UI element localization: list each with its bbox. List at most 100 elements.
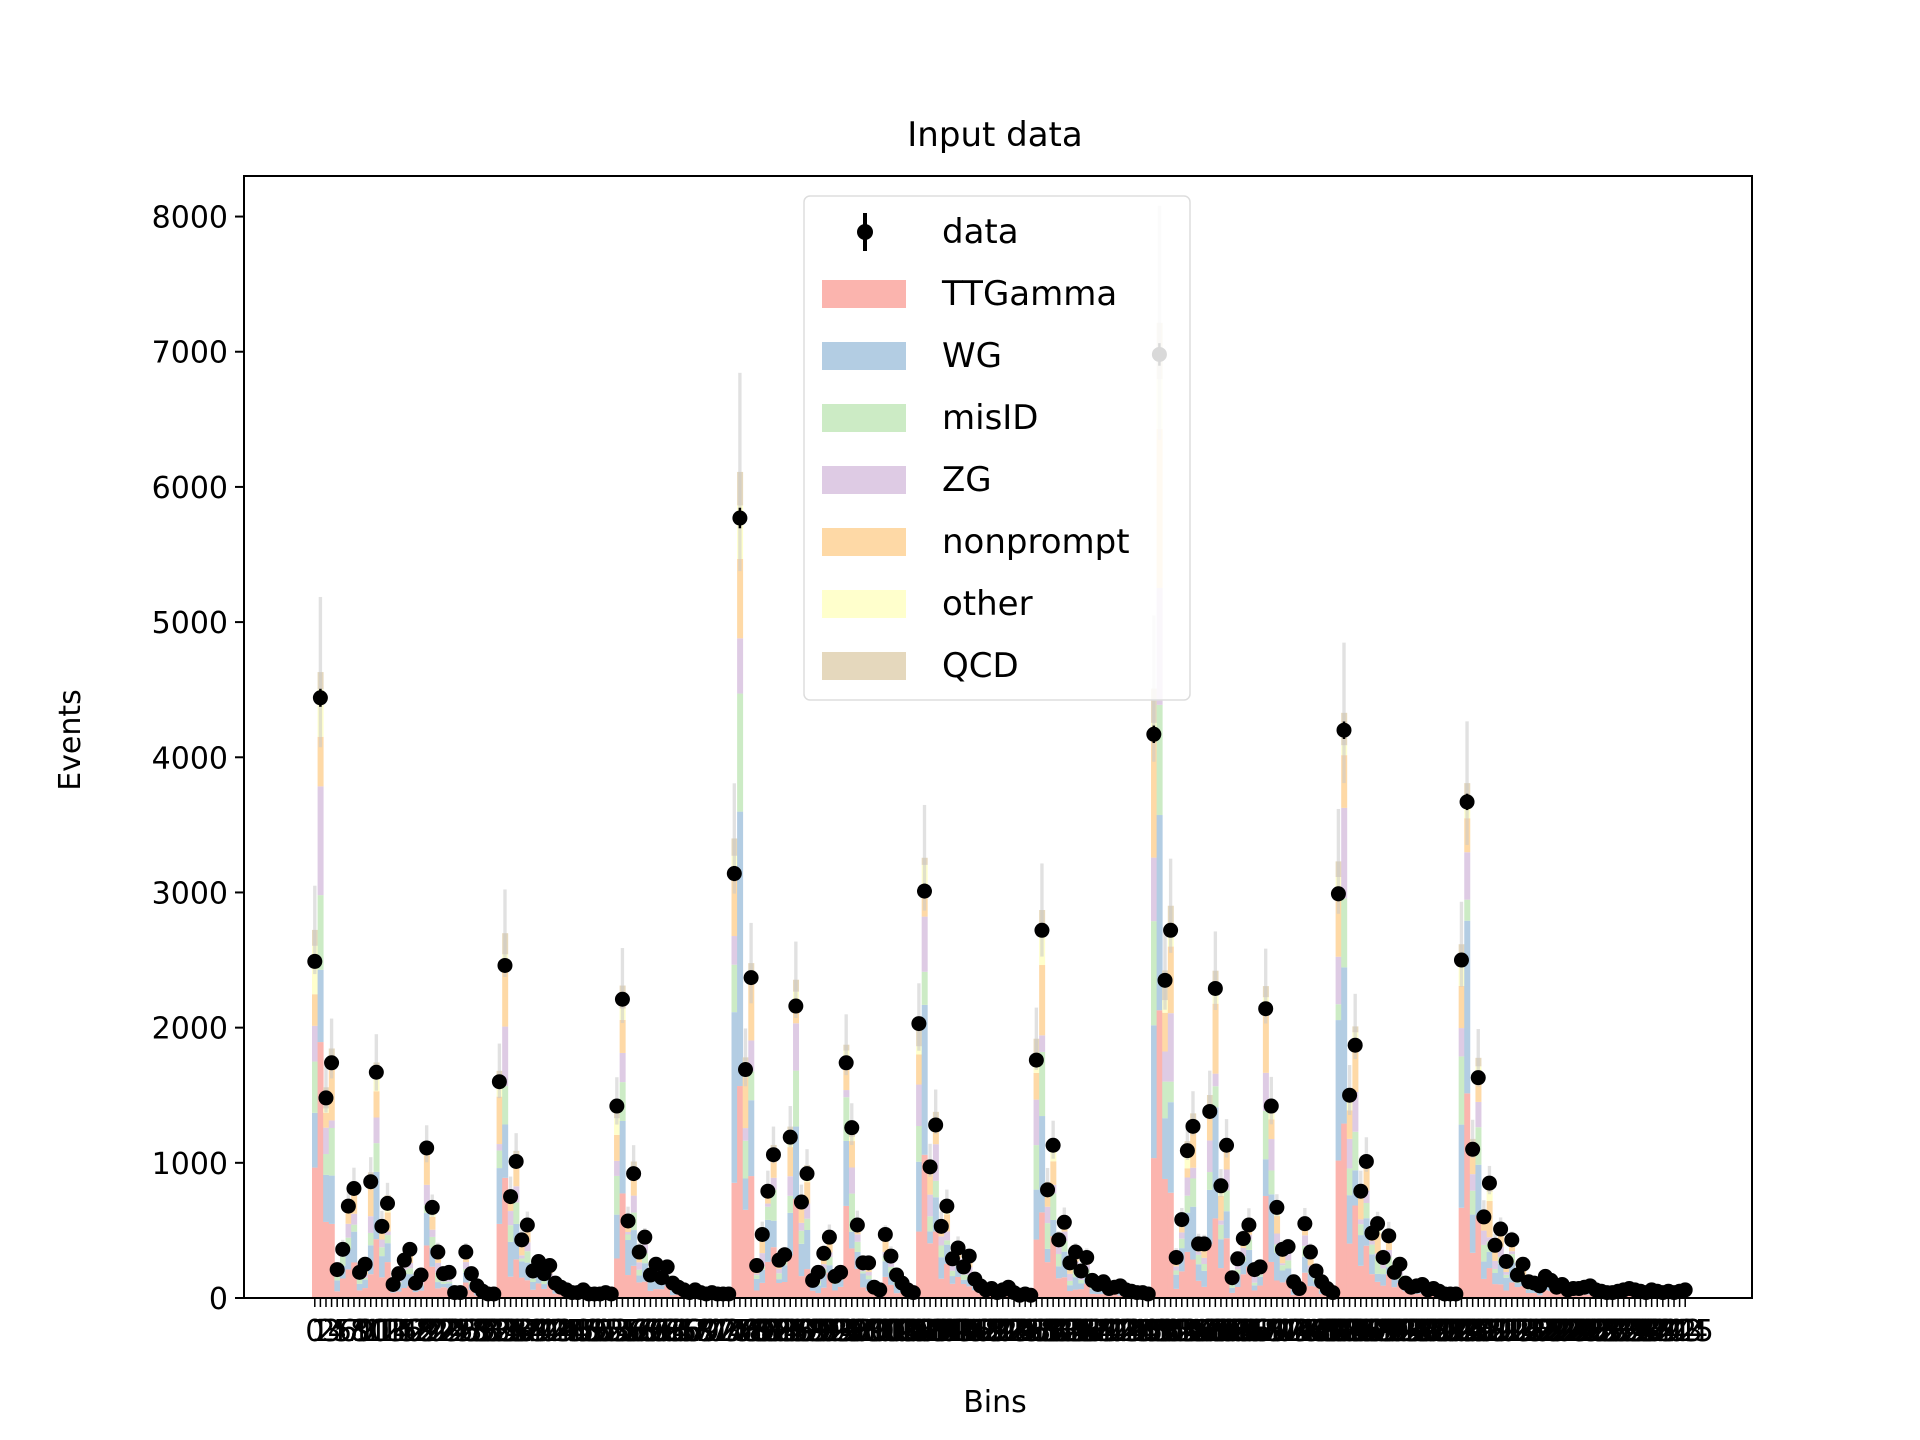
data-point-5 <box>335 1241 351 1257</box>
data-point-7 <box>346 1181 362 1196</box>
stack-bar-WG-136 <box>1072 1277 1079 1290</box>
x-tick-label-143: 143 <box>1086 1314 1143 1349</box>
legend-swatch-misID <box>822 404 906 432</box>
stack-bar-WG-0 <box>312 1112 318 1168</box>
stack-bar-WG-12 <box>379 1256 386 1278</box>
stack-bar-TTGamma-117 <box>966 1286 973 1298</box>
stack-bar-WG-132 <box>1050 1219 1057 1237</box>
data-point-80 <box>754 1226 770 1242</box>
stack-bar-TTGamma-98 <box>860 1287 867 1298</box>
stack-bar-WG-77 <box>742 1178 749 1210</box>
x-tick-label-190: 190 <box>1349 1314 1406 1349</box>
stack-bar-TTGamma-162 <box>1218 1268 1225 1298</box>
x-tick-label-111: 111 <box>907 1314 964 1349</box>
stack-bar-misID-111 <box>932 1180 939 1198</box>
data-point-57 <box>626 1166 642 1182</box>
data-point-77 <box>738 1062 753 1078</box>
stack-bar-ZG-187 <box>1357 1219 1364 1225</box>
stack-bar-ZG-112 <box>938 1236 945 1246</box>
stack-bar-TTGamma-112 <box>938 1278 945 1298</box>
stack-bar-misID-95 <box>843 1097 850 1141</box>
stack-bar-WG-178 <box>1307 1273 1314 1287</box>
stack-bar-TTGamma-184 <box>1341 1123 1348 1298</box>
data-point-150 <box>1146 726 1162 742</box>
stack-bar-ZG-13 <box>384 1231 391 1236</box>
stack-bar-TTGamma-160 <box>1206 1244 1213 1298</box>
uncertainty-bar-156 <box>1185 1122 1190 1160</box>
stack-bar-misID-5 <box>339 1256 346 1266</box>
data-point-194 <box>1392 1256 1408 1272</box>
stack-bar-ZG-171 <box>1268 1139 1275 1171</box>
x-tick-label-135: 135 <box>1041 1314 1098 1349</box>
data-point-94 <box>833 1264 849 1280</box>
stack-bar-misID-187 <box>1357 1224 1364 1236</box>
stack-bar-misID-188 <box>1363 1202 1370 1219</box>
y-tick-label-6000: 6000 <box>152 471 228 506</box>
stack-bar-TTGamma-104 <box>893 1293 900 1298</box>
stack-bar-WG-137 <box>1078 1283 1085 1290</box>
x-tick-label-6: 6 <box>339 1314 358 1349</box>
x-tick-label-48: 48 <box>564 1314 602 1349</box>
stack-bar-WG-163 <box>1223 1211 1230 1239</box>
x-tick-label-106: 106 <box>879 1314 936 1349</box>
stack-bar-TTGamma-217 <box>1525 1293 1532 1298</box>
stack-bar-ZG-21 <box>429 1229 436 1237</box>
stack-bar-nonprompt-10 <box>367 1185 374 1217</box>
stack-bar-misID-23 <box>440 1281 447 1284</box>
x-tick-label-221: 221 <box>1522 1314 1579 1349</box>
stack-bar-TTGamma-38 <box>524 1280 531 1298</box>
x-tick-label-35: 35 <box>491 1314 529 1349</box>
stack-bar-WG-109 <box>921 1004 928 1155</box>
stack-bar-TTGamma-84 <box>781 1282 788 1298</box>
stack-bar-WG-35 <box>507 1241 514 1277</box>
stack-bar-WG-170 <box>1262 1159 1269 1196</box>
stack-bar-misID-170 <box>1262 1110 1269 1160</box>
x-tick-label-45: 45 <box>547 1314 585 1349</box>
legend-label-nonprompt: nonprompt <box>942 522 1130 562</box>
stack-bar-WG-129 <box>1033 1189 1040 1240</box>
uncertainty-bar-75 <box>732 783 736 894</box>
stack-bar-WG-79 <box>753 1278 760 1291</box>
stack-bar-ZG-177 <box>1302 1235 1309 1246</box>
x-tick-label-187: 187 <box>1332 1314 1389 1349</box>
data-point-59 <box>637 1229 653 1245</box>
x-tick-label-14: 14 <box>374 1314 412 1349</box>
x-tick-label-148: 148 <box>1114 1314 1171 1349</box>
stack-bar-TTGamma-60 <box>647 1290 654 1298</box>
x-tick-label-192: 192 <box>1360 1314 1417 1349</box>
stack-bar-TTGamma-169 <box>1257 1285 1264 1298</box>
data-point-55 <box>614 991 630 1007</box>
stack-bar-TTGamma-191 <box>1380 1285 1387 1298</box>
stack-bar-misID-191 <box>1380 1268 1387 1275</box>
stack-bar-TTGamma-82 <box>770 1247 777 1298</box>
stack-bar-ZG-88 <box>804 1203 811 1219</box>
stack-bar-ZG-12 <box>379 1239 386 1248</box>
stack-bar-ZG-208 <box>1475 1101 1482 1128</box>
stack-bar-WG-91 <box>821 1273 827 1288</box>
stack-bar-misID-33 <box>496 1150 503 1169</box>
data-point-88 <box>799 1166 815 1182</box>
data-point-209 <box>1476 1209 1492 1225</box>
x-tick-label-105: 105 <box>873 1314 930 1349</box>
x-tick-label-2: 2 <box>316 1314 335 1349</box>
uncertainty-bar-85 <box>788 1106 792 1148</box>
legend-entry-misID: misID <box>822 398 1039 438</box>
x-tick-label-125: 125 <box>985 1314 1042 1349</box>
stack-bar-misID-153 <box>1167 1081 1174 1103</box>
stack-bar-WG-184 <box>1341 967 1348 1124</box>
axes: 0100020003000400050006000700080000123456… <box>152 175 1753 1349</box>
x-tick-label-18: 18 <box>396 1314 434 1349</box>
x-tick-label-39: 39 <box>514 1314 552 1349</box>
stack-bar-WG-40 <box>535 1275 542 1284</box>
stack-bar-TTGamma-94 <box>837 1286 844 1298</box>
stack-bar-WG-185 <box>1346 1195 1353 1244</box>
stack-bar-misID-83 <box>776 1273 783 1280</box>
x-tick-label-215: 215 <box>1489 1314 1546 1349</box>
x-tick-label-167: 167 <box>1220 1314 1277 1349</box>
legend-swatch-other <box>822 590 906 618</box>
stack-bar-misID-130 <box>1039 1051 1046 1117</box>
data-points <box>307 343 1693 1303</box>
stack-bar-nonprompt-205 <box>1458 985 1465 1029</box>
x-tick-label-114: 114 <box>924 1314 981 1349</box>
uncertainty-bar-130 <box>1040 863 1044 957</box>
